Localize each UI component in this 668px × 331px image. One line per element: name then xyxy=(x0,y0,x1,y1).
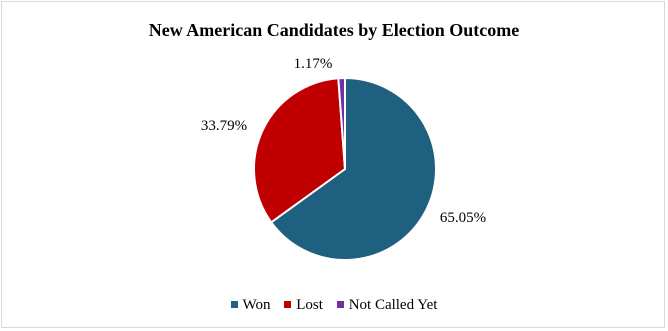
legend-swatch-not-called-yet xyxy=(336,301,344,308)
chart-title: New American Candidates by Election Outc… xyxy=(148,20,520,40)
chart-legend: Won Lost Not Called Yet xyxy=(0,297,668,314)
legend-label-not-called-yet: Not Called Yet xyxy=(348,297,438,313)
legend-item-lost: Lost xyxy=(284,297,323,314)
data-label-not-called-yet: 1.17% xyxy=(294,56,333,72)
pie-slice-won xyxy=(269,76,437,261)
pie-slice-not-called-yet xyxy=(337,76,346,170)
pie-slice-lost xyxy=(253,77,347,224)
legend-item-not-called-yet: Not Called Yet xyxy=(336,297,438,314)
data-label-won: 65.05% xyxy=(440,210,486,226)
legend-label-won: Won xyxy=(242,297,271,313)
data-label-lost: 33.79% xyxy=(201,118,247,134)
legend-item-won: Won xyxy=(230,297,271,314)
legend-swatch-won xyxy=(230,301,238,308)
legend-label-lost: Lost xyxy=(296,297,323,313)
legend-swatch-lost xyxy=(284,301,292,308)
